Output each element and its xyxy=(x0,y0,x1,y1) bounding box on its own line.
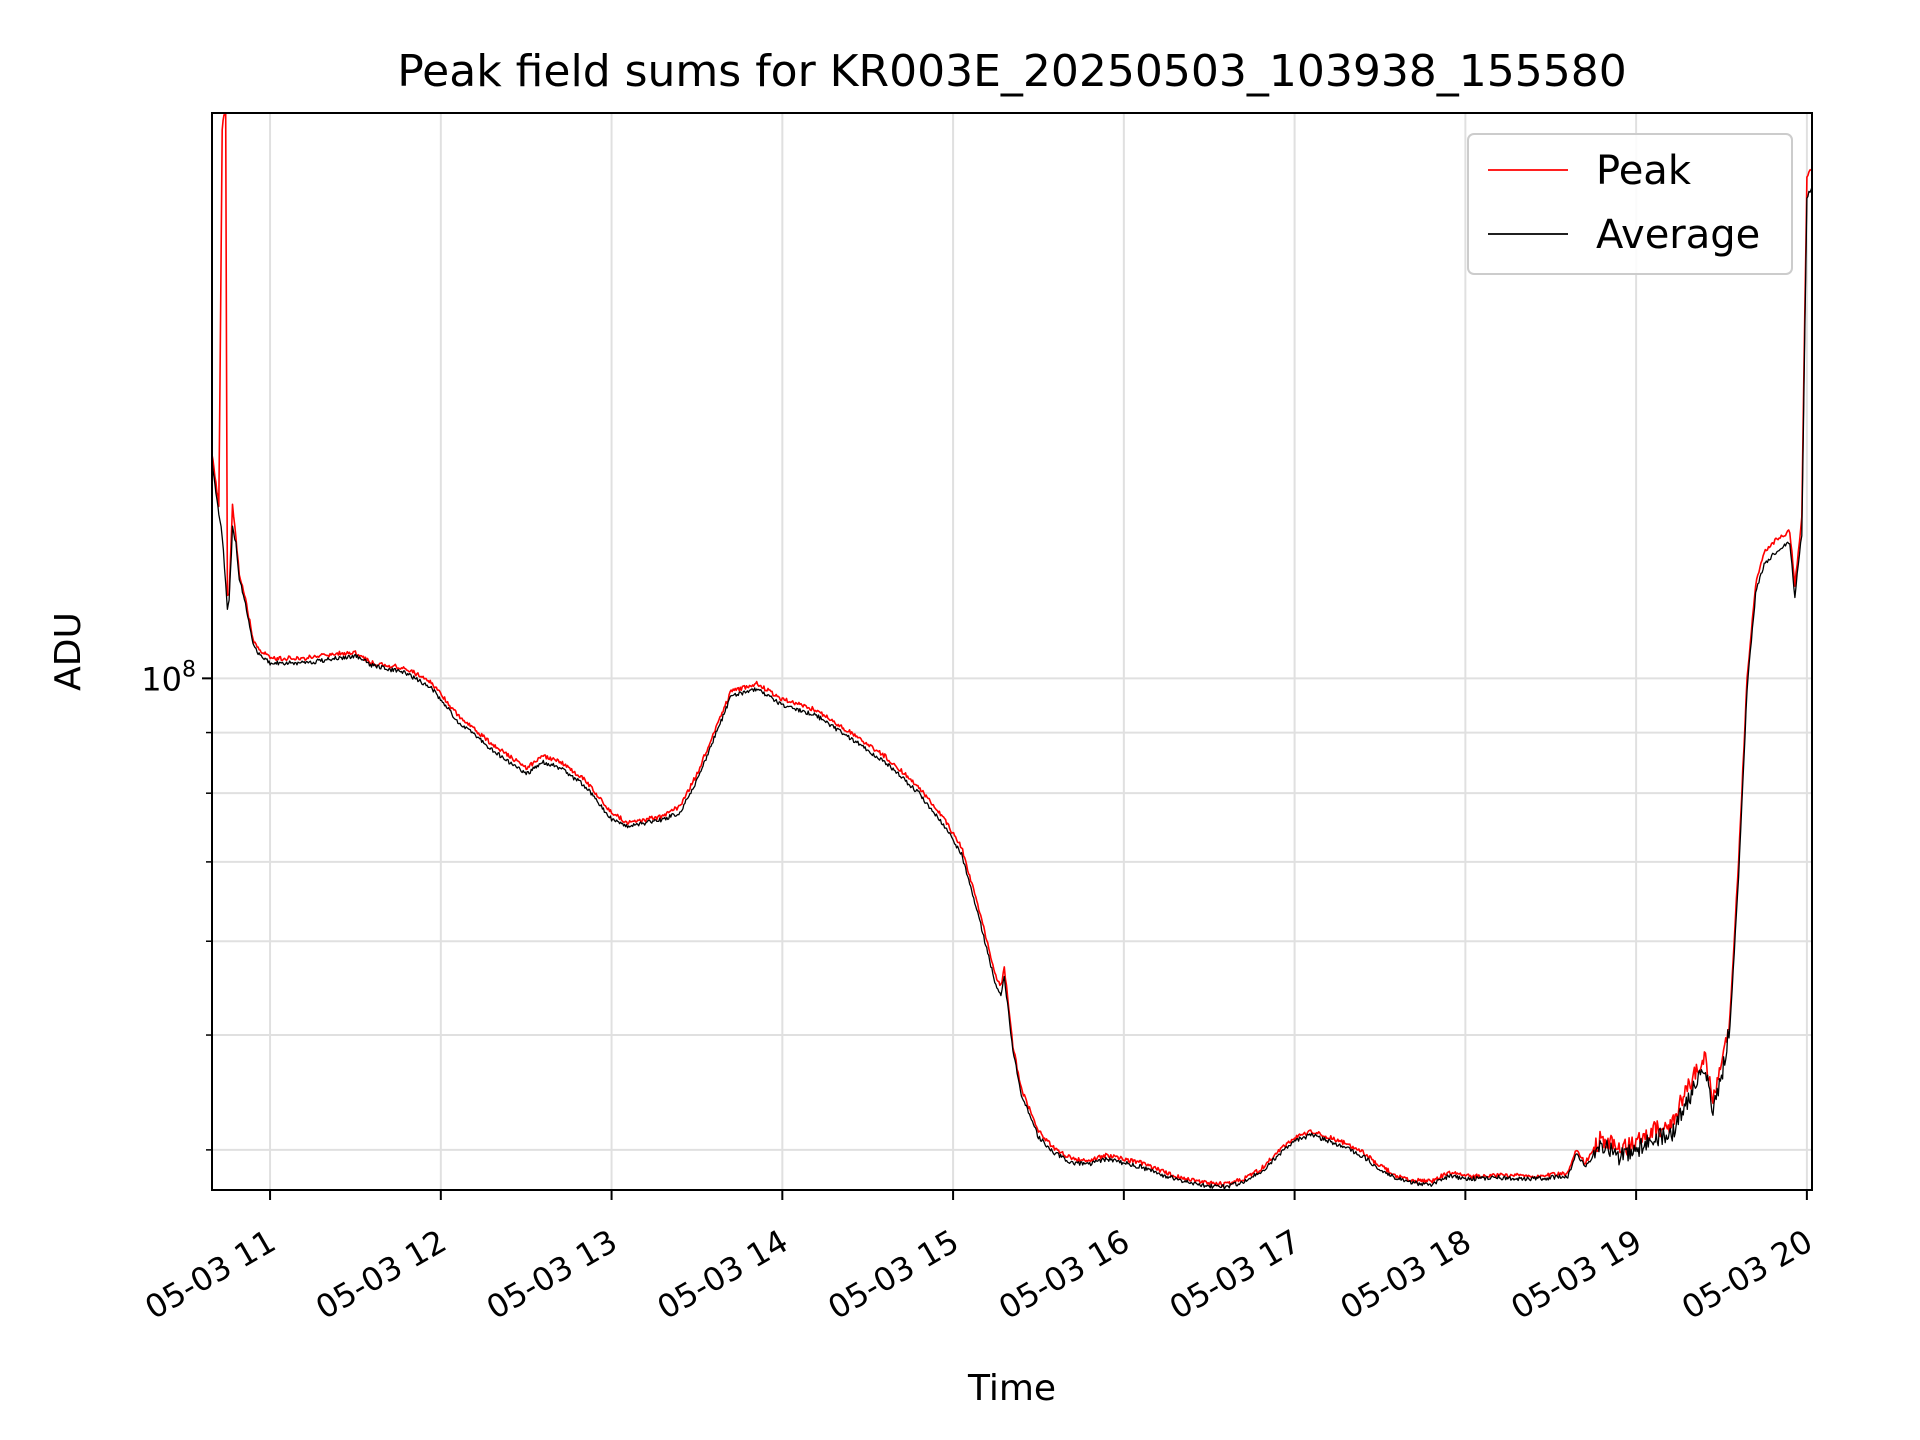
x-tick-label: 05-03 15 xyxy=(821,1222,965,1327)
x-tick-label: 05-03 19 xyxy=(1505,1222,1649,1327)
series-line-average xyxy=(211,186,1813,1190)
legend-box xyxy=(1467,133,1793,275)
legend: Peak Average xyxy=(1467,133,1793,275)
x-tick-label: 05-03 13 xyxy=(480,1222,624,1327)
y-axis-label: ADU xyxy=(48,612,89,691)
y-tick-label-exponent: 8 xyxy=(182,657,196,682)
x-tick-label: 05-03 18 xyxy=(1334,1222,1478,1327)
legend-label-average: Average xyxy=(1596,212,1760,258)
x-tick-label: 05-03 12 xyxy=(309,1222,453,1327)
grid xyxy=(212,113,1812,1190)
x-tick-label: 05-03 16 xyxy=(992,1222,1136,1327)
x-tick-label: 05-03 14 xyxy=(651,1222,795,1327)
plot-area-frame xyxy=(211,112,1813,1191)
series-layer xyxy=(211,112,1813,1190)
x-tick-label: 05-03 11 xyxy=(138,1222,282,1327)
y-tick-label: 108 xyxy=(141,657,196,698)
legend-label-peak: Peak xyxy=(1596,148,1692,194)
axis-ticks: 05-03 11 05-03 12 05-03 13 05-03 14 05-03 15… xyxy=(138,657,1818,1327)
x-axis-label: Time xyxy=(967,1368,1056,1409)
chart-title: Peak field sums for KR003E_20250503_1039… xyxy=(397,46,1627,97)
y-tick-label-base: 10 xyxy=(141,660,182,698)
x-tick-label: 05-03 17 xyxy=(1163,1222,1307,1327)
x-tick-label: 05-03 20 xyxy=(1675,1222,1819,1327)
